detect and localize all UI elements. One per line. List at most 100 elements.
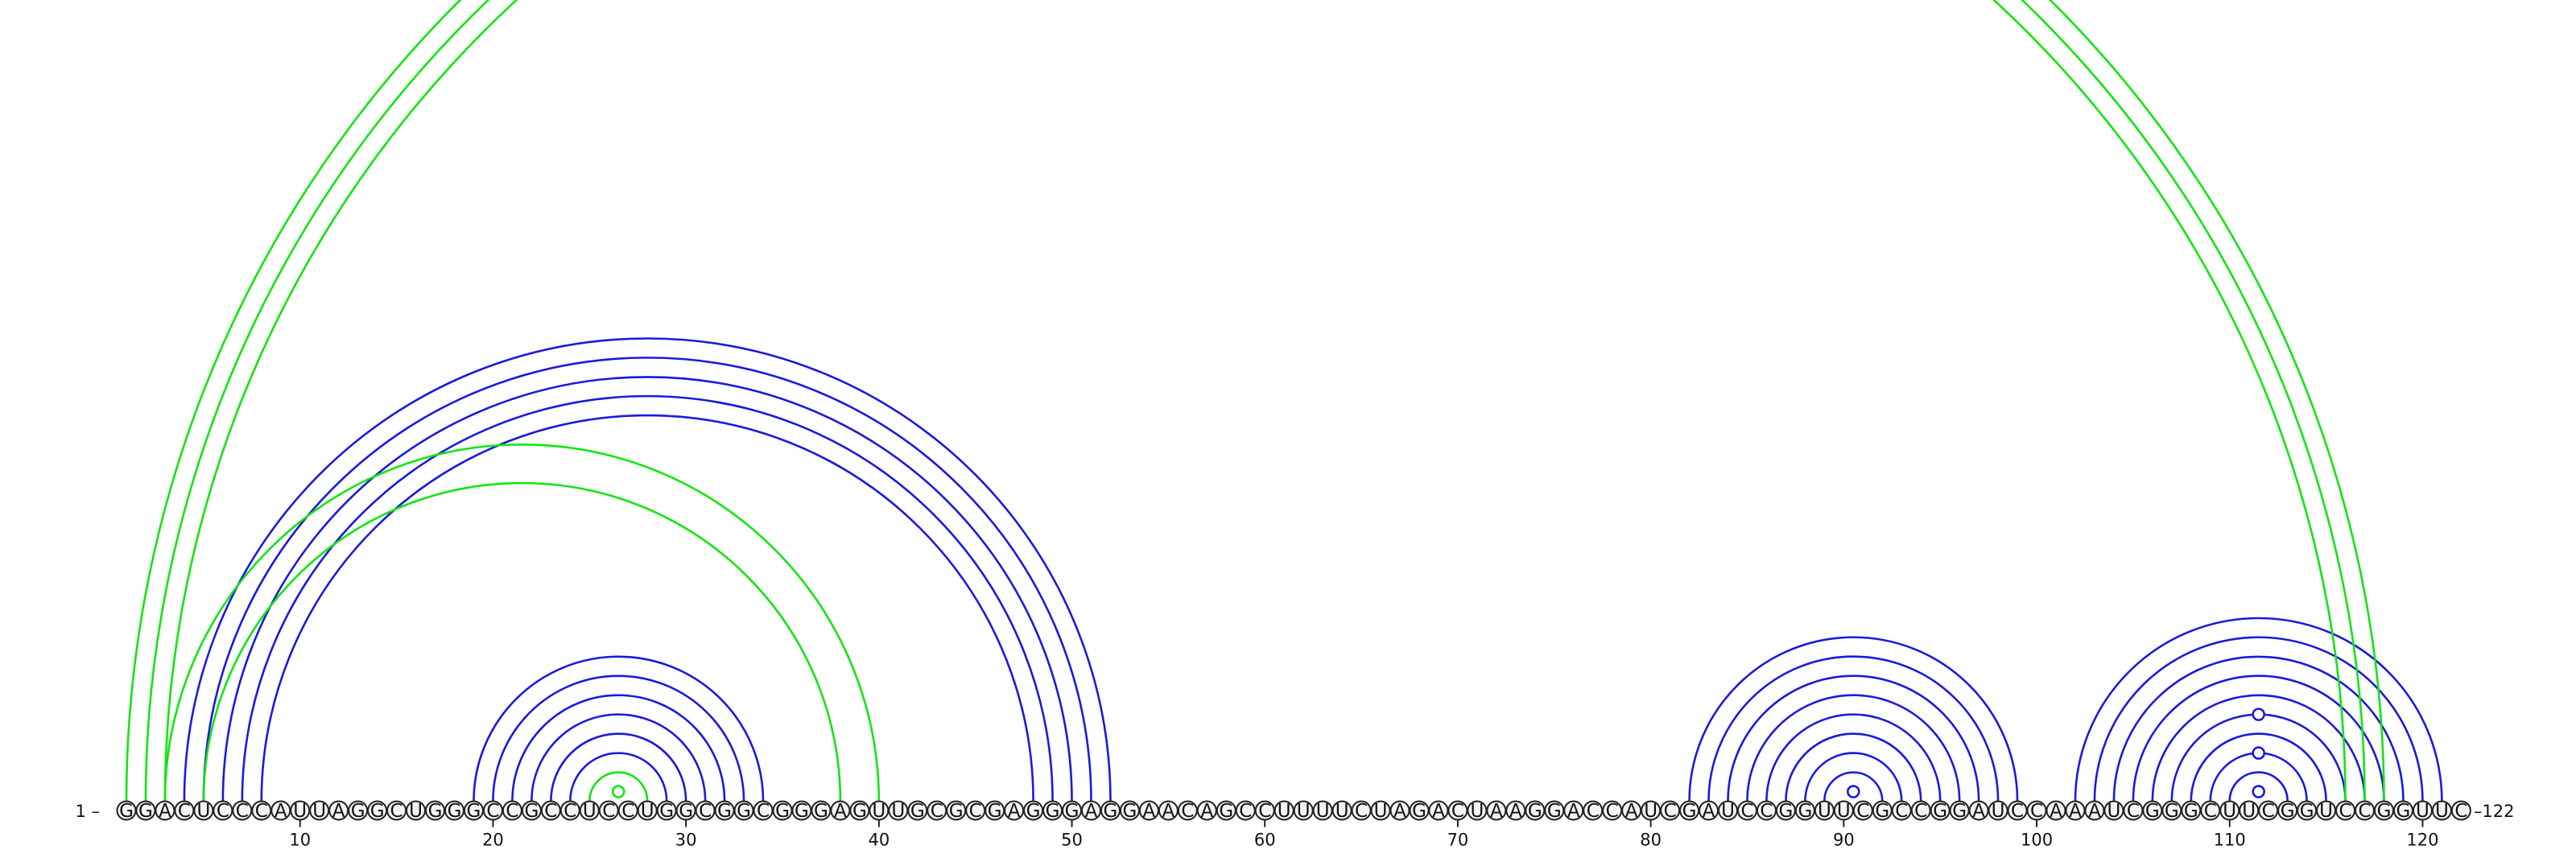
nucleotide-letter: G — [1528, 801, 1542, 822]
nucleotide-56: C — [1177, 800, 1198, 822]
tick-label-10: 10 — [289, 831, 311, 850]
nucleotide-letter: A — [1393, 801, 1406, 822]
open-marker-111-112 — [2252, 785, 2265, 798]
blue-arc-108-115 — [2190, 732, 2327, 802]
nucleotide-letter: C — [1664, 801, 1677, 822]
nucleotide-letter: U — [583, 801, 597, 822]
green-arc-3-116 — [165, 0, 2346, 802]
nucleotide-96: G — [1949, 800, 1970, 822]
nucleotide-25: U — [579, 800, 600, 822]
nucleotide-letter: G — [814, 801, 828, 822]
nucleotide-letter: G — [119, 801, 134, 822]
nucleotide-115: U — [2316, 800, 2337, 822]
nucleotide-24: C — [559, 800, 580, 822]
nucleotide-letter: G — [1065, 801, 1080, 822]
nucleotide-letter: C — [1181, 801, 1194, 822]
nucleotide-letter: U — [1992, 801, 2005, 822]
nucleotide-80: U — [1641, 800, 1662, 822]
nucleotide-letter: A — [1162, 801, 1175, 822]
nucleotide-letter: G — [138, 801, 153, 822]
nucleotide-letter: G — [1933, 801, 1947, 822]
nucleotide-letter: C — [2454, 801, 2467, 822]
nucleotide-letter: A — [2088, 801, 2101, 822]
nucleotide-23: C — [540, 800, 561, 822]
green-arc-3-40 — [163, 443, 881, 802]
nucleotide-103: A — [2084, 800, 2105, 822]
nucleotide-letter: U — [1721, 801, 1735, 822]
nucleotide-letter: G — [1046, 801, 1060, 822]
nucleotide-70: C — [1447, 800, 1468, 822]
nucleotide-12: A — [328, 800, 349, 822]
nucleotide-letter: G — [775, 801, 790, 822]
nucleotide-letter: C — [2204, 801, 2217, 822]
arc-layer — [125, 0, 2443, 802]
nucleotide-107: G — [2161, 800, 2182, 822]
nucleotide-letter: C — [1856, 801, 1869, 822]
blue-arc-88-93 — [1804, 752, 1903, 802]
nucleotide-letter: G — [1798, 801, 1812, 822]
nucleotide-38: A — [830, 800, 851, 822]
nucleotide-letter: C — [1895, 801, 1908, 822]
nucleotide-47: A — [1004, 800, 1025, 822]
marker-layer — [611, 707, 2265, 798]
nucleotide-71: U — [1467, 800, 1488, 822]
blue-arc-8-48 — [260, 414, 1034, 802]
nucleotide-letter: G — [1952, 801, 1967, 822]
nucleotide-letter: G — [2281, 801, 2295, 822]
nucleotide-letter: C — [931, 801, 943, 822]
nucleotide-letter: C — [217, 801, 229, 822]
nucleotide-letter: C — [1355, 801, 1368, 822]
nucleotide-72: A — [1486, 800, 1507, 822]
nucleotide-67: A — [1389, 800, 1410, 822]
nucleotide-letter: A — [2050, 801, 2062, 822]
nucleotide-letter: G — [717, 801, 732, 822]
blue-arc-110-113 — [2228, 771, 2289, 802]
tick-label-60: 60 — [1254, 831, 1276, 850]
open-marker-90-91 — [1847, 785, 1860, 798]
nucleotide-33: G — [733, 800, 754, 822]
nucleotide-4: C — [174, 800, 195, 822]
nucleotide-31: C — [695, 800, 716, 822]
tick-label-40: 40 — [868, 831, 890, 850]
nucleotide-letter: U — [1837, 801, 1851, 822]
nucleotide-letter: C — [1239, 801, 1252, 822]
tick-label-50: 50 — [1061, 831, 1083, 850]
nucleotide-letter: G — [448, 801, 462, 822]
blue-arc-104-119 — [2112, 655, 2405, 802]
blue-arc-5-51 — [202, 356, 1092, 802]
nucleotide-letter: U — [641, 801, 654, 822]
blue-arc-87-94 — [1785, 732, 1922, 802]
nucleotide-1: G — [116, 800, 137, 822]
nucleotide-letter: C — [602, 801, 615, 822]
nucleotide-letter: C — [1740, 801, 1753, 822]
blue-arc-22-31 — [530, 713, 707, 802]
nucleotide-letter: G — [2396, 801, 2411, 822]
tick-label-20: 20 — [482, 831, 504, 850]
blue-arc-86-95 — [1765, 713, 1942, 802]
nucleotide-27: C — [617, 800, 638, 822]
nucleotide-102: A — [2065, 800, 2086, 822]
blue-arc-89-92 — [1823, 771, 1884, 802]
nucleotide-76: A — [1563, 800, 1584, 822]
nucleotide-2: G — [135, 800, 156, 822]
nucleotide-letter: U — [2242, 801, 2256, 822]
nucleotide-78: C — [1602, 800, 1623, 822]
nucleotide-letter: C — [2358, 801, 2371, 822]
nucleotide-letter: A — [332, 801, 345, 822]
nucleotide-62: U — [1293, 800, 1314, 822]
nucleotide-20: C — [482, 800, 503, 822]
nucleotide-30: G — [675, 800, 696, 822]
nucleotide-63: U — [1312, 800, 1333, 822]
nucleotide-letter: U — [312, 801, 326, 822]
nucleotide-letter: A — [2069, 801, 2082, 822]
nucleotide-48: G — [1023, 800, 1044, 822]
nucleotide-39: G — [849, 800, 870, 822]
nucleotide-73: A — [1505, 800, 1526, 822]
nucleotide-82: G — [1679, 800, 1700, 822]
nucleotide-letter: U — [1316, 801, 1330, 822]
nucleotide-83: A — [1699, 800, 1719, 822]
nucleotide-88: G — [1794, 800, 1815, 822]
nucleotide-letter: G — [852, 801, 867, 822]
green-arc-25-28 — [588, 771, 649, 802]
